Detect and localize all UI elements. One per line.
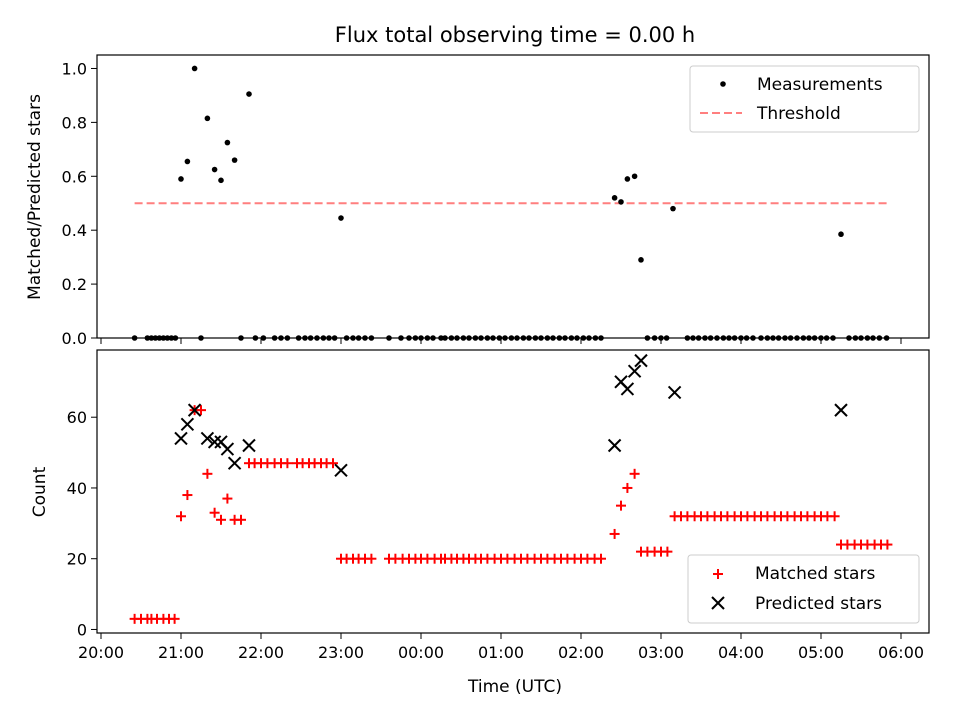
matched-star-point [328, 458, 338, 469]
measurement-point [631, 173, 638, 180]
bottom-x-tick-label: 02:00 [558, 643, 604, 662]
matched-star-point [366, 553, 377, 564]
bottom-axis-ticks: 0 20 40 60 20:00 21:00 22:00 23:00 00:00 01:00 02:… [67, 408, 924, 662]
bottom-x-tick-label: 22:00 [238, 643, 284, 662]
matched-star-point [202, 468, 213, 479]
bottom-legend: Matched stars Predicted stars [687, 554, 920, 624]
measurement-point [624, 176, 631, 182]
predicted-star-point [207, 435, 222, 449]
measurement-point [670, 205, 676, 212]
predicted-star-point [220, 442, 235, 456]
top-y-tick-label: 0.4 [62, 221, 87, 240]
legend-measurements-marker [720, 81, 726, 87]
measurement-point [184, 158, 191, 165]
measurement-point [838, 231, 844, 238]
legend-measurements-label: Measurements [757, 75, 883, 95]
matched-star-point [236, 514, 246, 525]
measurement-point [191, 65, 198, 72]
measurement-point [338, 215, 344, 221]
matched-star-point [616, 500, 626, 511]
bottom-y-tick-label: 60 [67, 408, 87, 427]
predicted-star-point [834, 403, 848, 417]
bottom-x-tick-label: 21:00 [158, 643, 204, 662]
top-y-tick-label: 0.6 [62, 167, 87, 186]
matched-star-point [182, 490, 193, 501]
bottom-x-tick-label: 23:00 [318, 643, 364, 662]
matched-star-point [282, 458, 293, 469]
legend-predicted-label: Predicted stars [755, 594, 882, 614]
matched-star-point [176, 511, 186, 522]
predicted-star-point [334, 463, 348, 477]
bottom-legend-box [687, 554, 920, 624]
bottom-x-tick-label: 05:00 [798, 643, 844, 662]
predicted-star-point [242, 438, 256, 453]
bottom-y-tick-label: 40 [67, 479, 87, 498]
predicted-star-point [180, 417, 195, 431]
matched-star-point [209, 507, 220, 518]
bottom-x-tick-label: 06:00 [878, 643, 924, 662]
predicted-star-point [627, 364, 642, 378]
predicted-star-point [200, 431, 215, 446]
bottom-x-axis-label: Time (UTC) [467, 677, 562, 697]
bottom-y-tick-label: 0 [77, 620, 87, 639]
predicted-star-point [620, 382, 635, 396]
bottom-x-tick-label: 20:00 [78, 643, 124, 662]
legend-threshold-label: Threshold [756, 104, 841, 124]
measurement-point [611, 195, 618, 201]
bottom-x-tick-label: 01:00 [478, 643, 524, 662]
measurement-point [211, 166, 218, 173]
top-axis-ticks: 0.0 0.2 0.4 0.6 0.8 1.0 [62, 59, 902, 348]
predicted-star-point [634, 353, 648, 368]
top-legend-box [689, 65, 920, 133]
matched-star-point [662, 546, 673, 557]
predicted-star-point [227, 456, 242, 470]
legend-matched-marker [713, 569, 723, 579]
top-y-tick-label: 0.8 [62, 113, 87, 132]
bottom-x-tick-label: 00:00 [398, 643, 444, 662]
bottom-panel-count: 0 20 40 60 20:00 21:00 22:00 23:00 00:00 01:00 02:… [30, 349, 930, 697]
matched-star-point [882, 539, 893, 550]
measurement-point [178, 176, 184, 182]
matched-star-point [622, 482, 633, 493]
matched-star-point [169, 613, 180, 624]
top-y-tick-label: 0.2 [62, 275, 87, 294]
bottom-y-tick-label: 20 [67, 550, 87, 569]
matched-star-point [222, 493, 233, 504]
measurement-point [231, 157, 238, 163]
bottom-y-axis-label: Count [30, 466, 50, 517]
matched-star-point [829, 511, 840, 522]
top-y-tick-label: 1.0 [62, 59, 87, 78]
legend-matched-label: Matched stars [755, 564, 875, 584]
top-panel-ratio: 0.0 0.2 0.4 0.6 0.8 1.0 Matched/Predicted sta… [25, 54, 930, 348]
bottom-x-tick-label: 03:00 [638, 643, 684, 662]
figure-title: Flux total observing time = 0.00 h [335, 23, 695, 47]
measurement-point [218, 177, 224, 184]
legend-predicted-marker [711, 596, 725, 610]
predicted-star-point [607, 438, 622, 453]
measurement-point [618, 199, 624, 205]
top-legend: Measurements Threshold [689, 65, 920, 133]
measurement-point [638, 257, 644, 263]
top-axes-frame [96, 54, 930, 339]
measurement-point [204, 115, 211, 122]
matched-star-point [596, 553, 606, 564]
matched-star-point [216, 514, 226, 525]
measurement-point [246, 91, 252, 97]
matched-star-point [629, 468, 640, 479]
bottom-data-marks [129, 353, 893, 624]
top-y-tick-label: 0.0 [62, 329, 87, 348]
predicted-star-point [187, 403, 202, 417]
bottom-x-tick-label: 04:00 [718, 643, 764, 662]
predicted-star-point [174, 431, 188, 446]
top-y-axis-label: Matched/Predicted stars [25, 94, 45, 300]
measurement-point [224, 139, 231, 146]
bottom-axes-frame [96, 349, 930, 634]
predicted-star-point [667, 385, 682, 400]
matched-star-point [196, 405, 206, 416]
matched-star-point [609, 528, 620, 539]
